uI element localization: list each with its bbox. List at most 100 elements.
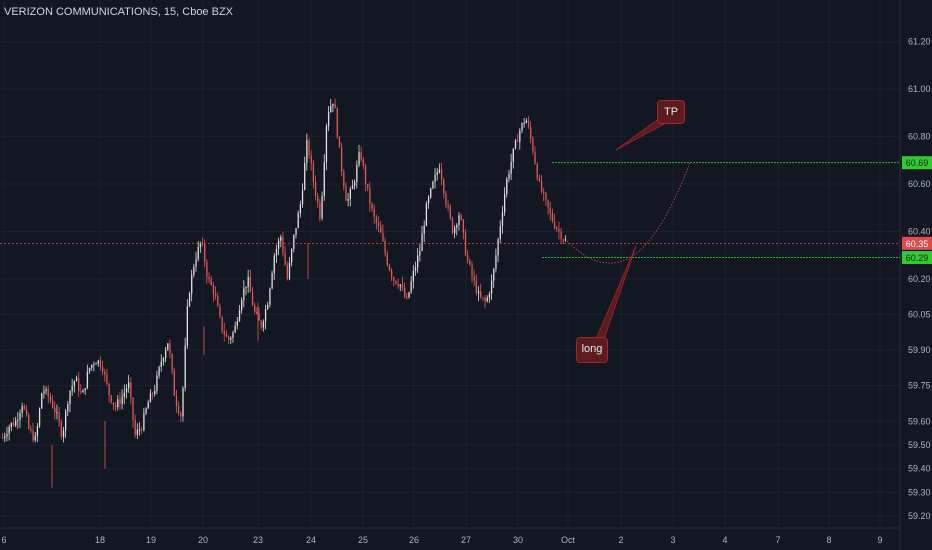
candle-body — [538, 178, 541, 181]
candle-body — [134, 419, 136, 435]
candle-body — [15, 420, 17, 426]
y-tick-label: 60.80 — [908, 132, 931, 142]
candle-body — [62, 430, 65, 437]
candle-body — [188, 293, 191, 307]
candle-body — [95, 363, 97, 365]
candle-body — [480, 291, 482, 298]
candle-body — [230, 338, 232, 340]
x-tick-label: Oct — [561, 535, 576, 545]
candle-body — [60, 422, 62, 437]
candle-body — [167, 343, 169, 351]
candle-body — [473, 276, 475, 281]
callout-tp[interactable]: TP — [657, 100, 685, 124]
candle-body — [397, 283, 399, 287]
candle-body — [271, 273, 273, 289]
candle-body — [264, 309, 267, 322]
candle-body — [12, 423, 15, 426]
candle-body — [260, 320, 262, 328]
candle-body — [347, 198, 349, 201]
candle-body — [223, 330, 225, 335]
candle-body — [228, 336, 230, 340]
candle-body — [71, 386, 73, 391]
candle-body — [141, 429, 143, 431]
candle-body — [325, 125, 328, 163]
candle-body — [4, 436, 6, 438]
candle-body — [49, 396, 52, 402]
candle-body — [6, 434, 8, 437]
candle-body — [317, 195, 319, 203]
callout-long[interactable]: long — [576, 337, 608, 363]
candle-body — [269, 288, 271, 305]
candle-body — [410, 281, 412, 293]
candle-body — [130, 382, 132, 398]
candle-body — [238, 310, 241, 322]
candle-body — [23, 406, 26, 409]
candle-body — [373, 208, 375, 218]
candle-body — [562, 239, 564, 241]
candle-body — [434, 174, 436, 182]
candle-body — [332, 103, 334, 106]
candle-body — [78, 377, 80, 392]
candle-body — [258, 313, 260, 321]
candle-body — [286, 264, 288, 279]
candle-body — [104, 371, 106, 375]
candle-body — [136, 429, 139, 435]
candle-body — [93, 364, 95, 366]
candle-body — [456, 224, 458, 228]
candle-body — [197, 247, 199, 260]
candle-body — [112, 402, 115, 406]
candle-body — [10, 423, 12, 428]
candle-body — [178, 405, 180, 414]
candle-body — [530, 127, 532, 139]
candle-body — [206, 262, 208, 277]
candle-body — [458, 215, 460, 225]
candle-body — [151, 393, 154, 395]
candle-body — [382, 232, 384, 242]
x-tick-label: 2 — [618, 535, 623, 545]
y-tick-label: 59.20 — [908, 511, 931, 521]
candle-body — [380, 225, 382, 233]
candle-body — [499, 226, 501, 240]
candle-body — [221, 316, 223, 331]
candle-body — [354, 182, 356, 186]
y-tick-label: 59.40 — [908, 464, 931, 474]
candle-body — [362, 159, 365, 167]
x-tick-label: 7 — [775, 535, 780, 545]
y-tick-label: 60.40 — [908, 226, 931, 236]
candle-body — [436, 172, 438, 175]
candle-body — [41, 393, 43, 409]
candle-body — [460, 215, 462, 220]
candle-body — [558, 229, 560, 232]
candle-body — [417, 255, 419, 268]
candle-body — [304, 163, 306, 190]
candle-body — [551, 212, 554, 222]
candle-body — [17, 419, 19, 421]
candle-body — [173, 370, 175, 396]
candle-body — [360, 152, 362, 160]
candle-body — [527, 120, 530, 128]
candle-body — [182, 388, 184, 417]
candle-body — [395, 280, 397, 284]
candle-body — [88, 367, 91, 372]
candle-body — [214, 294, 217, 297]
candle-body — [110, 395, 112, 403]
candle-body — [225, 334, 228, 337]
candle-body — [469, 259, 471, 265]
candle-body — [208, 276, 210, 280]
candle-body — [195, 259, 197, 267]
candle-body — [327, 112, 330, 126]
candle-body — [106, 374, 108, 384]
candle-body — [364, 166, 367, 184]
candle-body — [2, 437, 4, 439]
candle-body — [536, 163, 538, 179]
candle-body — [438, 169, 441, 173]
candle-body — [175, 395, 178, 406]
candle-body — [34, 435, 36, 441]
projection-path — [566, 162, 691, 264]
y-tick-label: 59.50 — [908, 440, 931, 450]
candle-body — [262, 321, 265, 328]
candle-body — [454, 227, 456, 234]
candle-body — [236, 321, 238, 326]
candle-body — [341, 147, 343, 172]
